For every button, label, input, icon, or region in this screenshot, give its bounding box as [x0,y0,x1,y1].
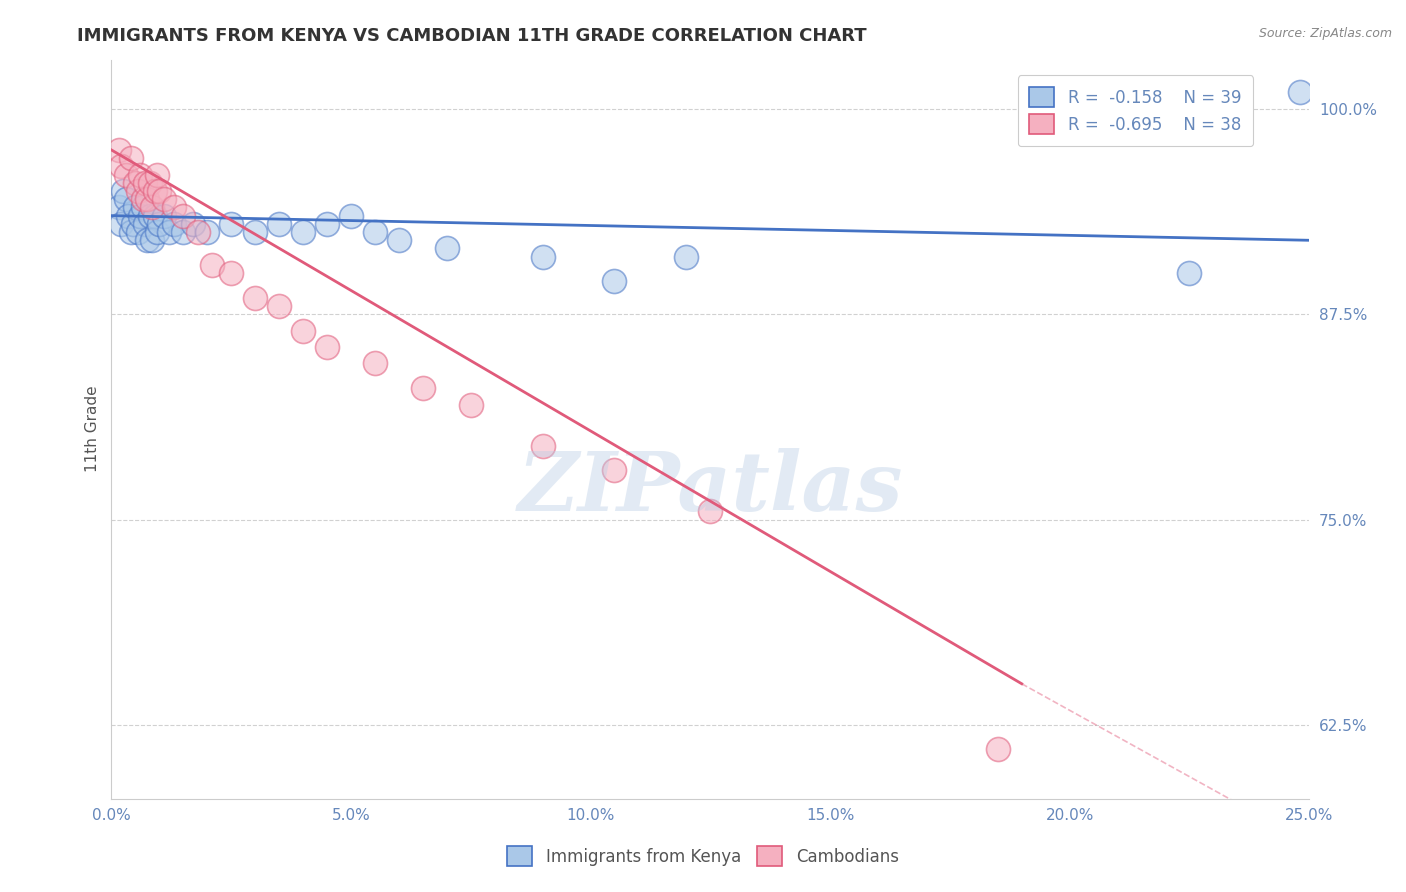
Point [139,176,162,190]
Point [603,463,626,477]
Point [219,266,242,280]
Point [148,184,170,198]
Point [388,233,411,247]
Point [243,225,266,239]
Point [112,184,135,198]
Point [134,217,156,231]
Text: Source: ZipAtlas.com: Source: ZipAtlas.com [1258,27,1392,40]
Point [163,217,186,231]
Point [110,217,132,231]
Point [136,192,159,206]
Point [603,274,626,288]
Point [146,168,169,182]
Point [195,225,218,239]
Point [364,225,387,239]
Point [531,250,554,264]
Point [219,217,242,231]
Point [117,209,139,223]
Point [1288,86,1310,100]
Point [139,209,162,223]
Point [153,192,176,206]
Point [146,225,169,239]
Point [107,201,129,215]
Point [136,233,159,247]
Point [292,324,315,338]
Point [1178,266,1201,280]
Point [114,192,136,206]
Point [243,291,266,305]
Point [141,201,163,215]
Point [163,201,186,215]
Point [340,209,363,223]
Point [120,151,142,165]
Point [143,209,166,223]
Point [531,439,554,453]
Point [153,209,176,223]
Y-axis label: 11th Grade: 11th Grade [86,386,100,473]
Point [129,168,152,182]
Point [141,233,163,247]
Point [987,742,1010,756]
Point [675,250,697,264]
Legend: Immigrants from Kenya, Cambodians: Immigrants from Kenya, Cambodians [499,838,907,875]
Point [460,398,482,412]
Point [129,209,152,223]
Legend: R =  -0.158    N = 39, R =  -0.695    N = 38: R = -0.158 N = 39, R = -0.695 N = 38 [1018,75,1253,146]
Point [364,356,387,370]
Point [122,217,145,231]
Point [412,381,434,395]
Point [269,299,291,313]
Point [107,143,129,157]
Point [143,184,166,198]
Point [187,225,209,239]
Point [124,176,146,190]
Point [120,225,142,239]
Point [699,504,721,518]
Point [134,176,156,190]
Point [269,217,291,231]
Point [172,209,194,223]
Text: ZIPatlas: ZIPatlas [517,449,903,528]
Point [292,225,315,239]
Point [127,225,149,239]
Point [110,160,132,174]
Point [148,217,170,231]
Point [131,192,153,206]
Point [172,225,194,239]
Point [201,258,224,272]
Point [316,217,339,231]
Text: IMMIGRANTS FROM KENYA VS CAMBODIAN 11TH GRADE CORRELATION CHART: IMMIGRANTS FROM KENYA VS CAMBODIAN 11TH … [77,27,868,45]
Point [131,201,153,215]
Point [316,340,339,354]
Point [114,168,136,182]
Point [157,225,180,239]
Point [181,217,204,231]
Point [436,242,458,256]
Point [127,184,149,198]
Point [124,201,146,215]
